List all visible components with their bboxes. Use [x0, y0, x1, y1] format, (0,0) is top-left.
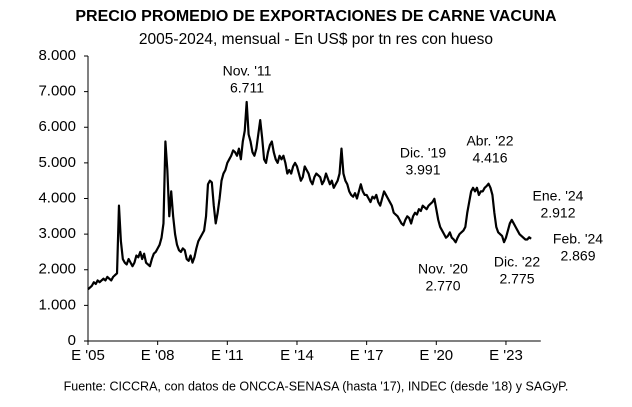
annotation-label: Dic. '19: [400, 145, 446, 161]
annotation-value: 6.711: [230, 80, 264, 96]
series-line: [87, 100, 532, 291]
annotation-label: Nov. '11: [223, 63, 272, 79]
y-tick-label: 8.000: [38, 47, 76, 64]
annotation-value: 2.770: [425, 278, 460, 294]
annotation-label: Nov. '20: [418, 261, 468, 277]
x-tick-label: E '11: [211, 347, 244, 364]
annotation-label: Ene. '24: [533, 188, 584, 204]
x-tick-label: E '14: [280, 347, 314, 364]
chart-title: PRECIO PROMEDIO DE EXPORTACIONES DE CARN…: [75, 8, 557, 25]
x-tick-label: E '17: [350, 347, 384, 364]
annotation-value: 2.912: [540, 205, 575, 221]
chart-subtitle: 2005-2024, mensual - En US$ por tn res c…: [139, 31, 493, 48]
annotation-value: 3.991: [405, 162, 440, 178]
y-tick-label: 4.000: [38, 189, 76, 206]
x-tick-label: E '08: [141, 347, 175, 364]
x-tick-label: E '05: [71, 347, 105, 364]
source-note: Fuente: CICCRA, con datos de ONCCA-SENAS…: [64, 379, 569, 393]
x-tick-label: E '20: [419, 347, 453, 364]
y-tick-label: 6.000: [38, 118, 76, 135]
annotation-label: Abr. '22: [466, 133, 513, 149]
y-tick-label: 1.000: [38, 296, 76, 313]
annotation-label: Dic. '22: [494, 254, 540, 270]
y-tick-label: 3.000: [38, 225, 76, 242]
y-tick-label: 5.000: [38, 154, 76, 171]
annotation-label: Feb. '24: [553, 231, 603, 247]
annotation-value: 2.869: [560, 248, 595, 264]
x-tick-label: E '23: [489, 347, 523, 364]
annotation-value: 4.416: [472, 150, 507, 166]
annotation-value: 2.775: [499, 271, 534, 287]
y-tick-label: 0: [68, 332, 76, 349]
y-tick-label: 2.000: [38, 261, 76, 278]
y-tick-label: 7.000: [38, 83, 76, 100]
